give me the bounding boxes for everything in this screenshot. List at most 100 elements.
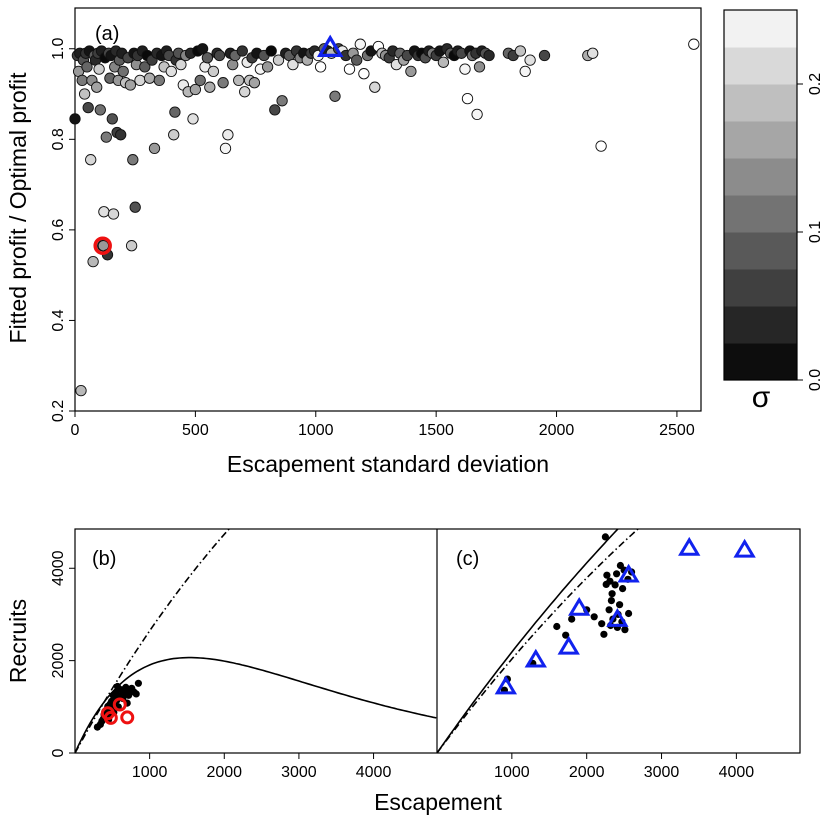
- y-tick-label: 2000: [50, 643, 67, 679]
- red-circle-marker: [120, 710, 135, 725]
- scatter-point: [519, 65, 531, 78]
- panel-c-x-axis-title: Escapement: [374, 789, 502, 815]
- scatter-point: [194, 74, 206, 87]
- scatter-point: [248, 77, 261, 89]
- scatter-point: [351, 54, 363, 66]
- blue-triangle-marker: [524, 648, 547, 668]
- colorbar-band: [724, 47, 797, 85]
- blue-triangle-marker: [568, 596, 591, 616]
- data-point: [568, 615, 576, 623]
- colorbar-band: [724, 10, 797, 48]
- scatter-point: [124, 79, 137, 91]
- x-tick-label: 4000: [719, 764, 755, 781]
- data-point: [605, 606, 613, 614]
- solid-fit-curve: [437, 529, 619, 753]
- scatter-point: [483, 49, 495, 62]
- scatter-point: [354, 38, 366, 50]
- colorbar-band: [724, 343, 797, 381]
- scatter-point: [343, 63, 356, 75]
- blue-triangle-marker: [678, 536, 701, 556]
- blue-triangle-marker: [557, 635, 580, 655]
- data-point: [600, 630, 608, 638]
- scatter-point: [148, 142, 161, 155]
- data-point: [613, 570, 621, 578]
- scatter-point: [461, 92, 474, 105]
- data-point: [601, 533, 610, 541]
- scatter-point: [196, 43, 209, 55]
- scatter-point: [219, 142, 232, 155]
- y-tick-label: 0.2: [50, 400, 67, 422]
- scatter-point: [236, 45, 248, 57]
- scatter-point: [213, 49, 226, 62]
- scatter-point: [100, 131, 112, 143]
- blue-triangle-marker: [617, 563, 640, 583]
- panel-a-y-axis-title: Fitted profit / Optimal profit: [5, 72, 31, 344]
- scatter-point: [127, 154, 139, 166]
- colorbar-band: [724, 84, 797, 122]
- x-tick-label: 1500: [418, 422, 454, 439]
- colorbar-tick-label: 0.0: [807, 369, 824, 391]
- scatter-point: [169, 106, 181, 118]
- colorbar-sigma-label: σ: [752, 381, 771, 414]
- colorbar-ticks: 0.0 0.1 0.2: [797, 73, 824, 391]
- panel-b-axes: 1000 2000 3000 4000 0 2000 4000: [50, 550, 391, 781]
- data-point: [132, 690, 140, 698]
- scatter-point: [405, 65, 417, 78]
- scatter-point: [139, 61, 151, 73]
- y-tick-label: 0.8: [50, 128, 67, 150]
- data-point: [606, 577, 614, 585]
- scatter-point: [76, 74, 88, 87]
- dashdot-fit-curve: [75, 529, 231, 753]
- scatter-point: [329, 90, 341, 102]
- x-tick-label: 2500: [659, 422, 695, 439]
- colorbar-frame: [723, 9, 798, 381]
- scatter-point: [207, 65, 220, 78]
- panel-b-points: [93, 679, 142, 731]
- scatter-point: [217, 77, 229, 89]
- blue-triangle-marker: [606, 608, 629, 627]
- scatter-point: [314, 61, 327, 73]
- x-tick-label: 1000: [494, 764, 530, 781]
- panel-a-frame: [74, 7, 702, 412]
- scatter-point: [233, 74, 245, 87]
- colorbar-tick-label: 0.2: [807, 73, 824, 95]
- scatter-point: [459, 63, 471, 75]
- panel-a-points: [69, 38, 700, 397]
- scatter-point: [187, 113, 199, 125]
- panel-a-label: (a): [95, 23, 119, 45]
- panel-b: (b) 1000 2000 3000 4000 0 2000 4000 Recruits: [5, 529, 437, 781]
- data-point: [608, 590, 616, 598]
- scatter-point: [538, 49, 551, 62]
- scatter-point: [473, 61, 486, 73]
- scatter-point: [587, 47, 599, 59]
- scatter-point: [78, 88, 91, 100]
- scatter-point: [688, 38, 700, 50]
- scatter-point: [239, 86, 251, 98]
- scatter-point: [175, 58, 187, 71]
- scatter-point: [82, 101, 94, 114]
- blue-triangle-marker: [733, 538, 756, 558]
- x-tick-label: 2000: [539, 422, 575, 439]
- x-tick-label: 1000: [132, 764, 168, 781]
- solid-fit-curve: [75, 656, 437, 753]
- x-tick-label: 3000: [644, 764, 680, 781]
- scatter-point: [369, 81, 381, 93]
- data-point: [553, 622, 561, 631]
- scatter-point: [106, 113, 118, 125]
- scatter-point: [134, 74, 146, 87]
- colorbar-band: [724, 158, 797, 196]
- scatter-point: [143, 72, 156, 84]
- scatter-point: [117, 65, 129, 78]
- scatter-point: [94, 104, 106, 116]
- colorbar-bands: [724, 10, 797, 381]
- scatter-point: [75, 384, 87, 397]
- y-tick-label: 0: [50, 748, 67, 757]
- x-tick-label: 500: [182, 422, 209, 439]
- scatter-point: [129, 201, 141, 213]
- x-tick-label: 1000: [298, 422, 334, 439]
- scatter-point: [265, 45, 277, 57]
- scatter-point: [524, 54, 536, 66]
- dashdot-fit-curve: [437, 529, 640, 753]
- panel-b-curves: [75, 529, 437, 753]
